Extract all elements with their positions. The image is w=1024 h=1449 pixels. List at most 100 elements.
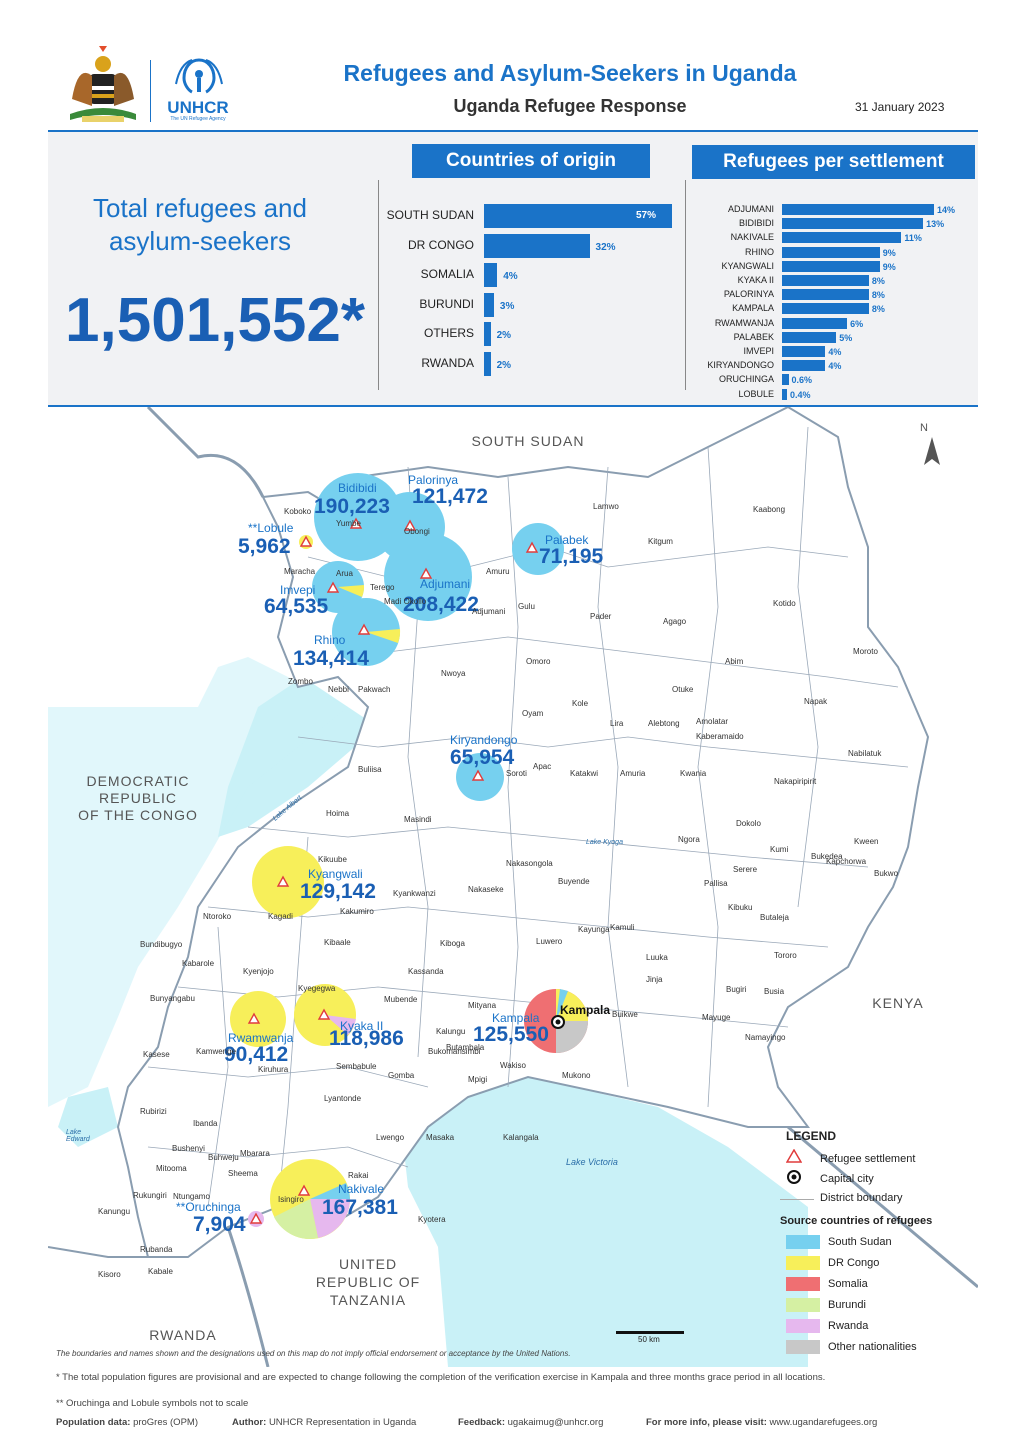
origin-bar bbox=[484, 204, 672, 228]
district-label: Maracha bbox=[284, 567, 316, 576]
settlement-population: 64,535 bbox=[264, 595, 329, 618]
district-label: Nabilatuk bbox=[848, 749, 882, 758]
settlement-value: 9% bbox=[882, 261, 896, 272]
settlement-name: Kyaka II bbox=[340, 1019, 384, 1033]
mid-rule bbox=[48, 405, 978, 407]
settlement-name: **Lobule bbox=[248, 521, 294, 535]
district-label: Kakumiro bbox=[340, 907, 374, 916]
label-kenya: KENYA bbox=[872, 995, 924, 1011]
district-label: Ngora bbox=[678, 835, 700, 844]
settlement-population: 5,962 bbox=[238, 535, 291, 558]
district-label: Pallisa bbox=[704, 879, 728, 888]
map-disclaimer: The boundaries and names shown and the d… bbox=[56, 1349, 571, 1358]
district-label: Buliisa bbox=[358, 765, 382, 774]
settlement-label: PALABEK bbox=[733, 331, 774, 342]
settlement-name: Rhino bbox=[314, 633, 346, 647]
map-legend: LEGEND Refugee settlement Capital city D… bbox=[780, 1127, 976, 1362]
district-label: Namayingo bbox=[745, 1033, 786, 1042]
settlement-label: IMVEPI bbox=[743, 346, 774, 356]
district-label: Katakwi bbox=[570, 769, 599, 778]
district-label: Serere bbox=[733, 865, 758, 874]
district-label: Nakaseke bbox=[468, 885, 504, 894]
district-label: Kikuube bbox=[318, 855, 347, 864]
label-south-sudan: SOUTH SUDAN bbox=[471, 433, 585, 449]
district-label: Zombo bbox=[288, 677, 313, 686]
settlement-population: 90,412 bbox=[224, 1043, 289, 1066]
settlement-label: RHINO bbox=[745, 246, 774, 257]
map-canvas bbox=[48, 407, 978, 1367]
district-label: Kyenjojo bbox=[243, 967, 274, 976]
district-label: Kalangala bbox=[503, 1133, 539, 1142]
district-label: Kanungu bbox=[98, 1207, 131, 1216]
footnote-symbols: ** Oruchinga and Lobule symbols not to s… bbox=[56, 1398, 249, 1409]
legend-source-label: Somalia bbox=[828, 1278, 868, 1290]
legend-swatch bbox=[786, 1277, 820, 1291]
district-label: Sheema bbox=[228, 1169, 258, 1178]
district-label: Buhweju bbox=[208, 1153, 239, 1162]
label-drc: DEMOCRATIC REPUBLIC OF THE CONGO bbox=[78, 773, 198, 823]
settlement-triangle-icon bbox=[786, 1149, 802, 1163]
district-label: Terego bbox=[370, 583, 395, 592]
district-label: Buyende bbox=[558, 877, 590, 886]
district-label: Bushenyi bbox=[172, 1144, 205, 1153]
district-label: Kyankwanzi bbox=[393, 889, 436, 898]
district-label: Nakasongola bbox=[506, 859, 553, 868]
settlement-heading: Refugees per settlement bbox=[692, 145, 975, 179]
settlement-label: KYAKA II bbox=[737, 275, 774, 285]
settlement-markers bbox=[247, 517, 539, 1224]
lake-victoria bbox=[398, 1067, 808, 1367]
settlement-value: 14% bbox=[937, 205, 956, 215]
legend-source-label: South Sudan bbox=[828, 1236, 892, 1248]
origin-value: 3% bbox=[499, 300, 515, 312]
settlement-name: Kyangwali bbox=[308, 867, 363, 881]
legend-swatch bbox=[786, 1256, 820, 1270]
settlement-label: ADJUMANI bbox=[727, 204, 774, 214]
district-label: Kyotera bbox=[418, 1215, 446, 1224]
district-label: Kassanda bbox=[408, 967, 444, 976]
uganda-coat-of-arms-logo bbox=[70, 46, 136, 122]
district-label: Kalungu bbox=[436, 1027, 466, 1036]
settlement-bar bbox=[782, 374, 789, 386]
settlement-value: 4% bbox=[828, 347, 842, 357]
origin-value: 4% bbox=[503, 271, 518, 282]
settlement-population: 65,954 bbox=[450, 746, 515, 769]
logo-divider bbox=[150, 60, 151, 122]
footer-info[interactable]: For more info, please visit: www.ugandar… bbox=[646, 1417, 878, 1428]
district-label: Butambala bbox=[446, 1043, 485, 1052]
settlement-label: LOBULE bbox=[738, 388, 774, 399]
district-label: Lira bbox=[610, 719, 624, 728]
settlement-population: 121,472 bbox=[412, 485, 488, 508]
settlement-label: KIRYANDONGO bbox=[707, 360, 774, 371]
legend-swatch bbox=[786, 1319, 820, 1333]
origin-value: 32% bbox=[595, 241, 616, 253]
origin-label: DR CONGO bbox=[408, 237, 474, 252]
district-label: Kwania bbox=[680, 769, 707, 778]
district-label: Lamwo bbox=[593, 502, 619, 511]
settlement-name: Kampala bbox=[492, 1011, 540, 1025]
district-label: Bukwo bbox=[874, 869, 899, 878]
page-subtitle: Uganda Refugee Response bbox=[453, 96, 687, 116]
settlement-name: Rwamwanja bbox=[228, 1031, 294, 1045]
settlement-population: 208,422 bbox=[403, 593, 479, 616]
settlement-name: Palabek bbox=[545, 533, 589, 547]
district-label: Busia bbox=[764, 987, 785, 996]
district-label: Agago bbox=[663, 617, 687, 626]
capital-label: Kampala bbox=[560, 1003, 611, 1017]
district-label: Rukungiri bbox=[133, 1191, 167, 1200]
scale-label: 50 km bbox=[638, 1335, 660, 1344]
origin-label: SOUTH SUDAN bbox=[386, 208, 474, 222]
origin-value: 2% bbox=[496, 359, 512, 371]
unhcr-logo-subtext: The UN Refugee Agency bbox=[170, 116, 226, 122]
settlement-population: 190,223 bbox=[314, 495, 390, 518]
district-label: Kibuku bbox=[728, 903, 753, 912]
origin-bar bbox=[484, 322, 491, 346]
settlement-bar bbox=[782, 289, 869, 301]
district-label: Kiboga bbox=[440, 939, 465, 948]
settlement-value: 4% bbox=[828, 361, 842, 372]
legend-swatch bbox=[786, 1298, 820, 1312]
capital-city-icon bbox=[787, 1170, 801, 1184]
settlement-name: Adjumani bbox=[420, 577, 471, 591]
footnote-total: * The total population figures are provi… bbox=[56, 1372, 826, 1383]
legend-source-label: DR Congo bbox=[828, 1257, 880, 1269]
settlement-value: 6% bbox=[850, 318, 864, 329]
